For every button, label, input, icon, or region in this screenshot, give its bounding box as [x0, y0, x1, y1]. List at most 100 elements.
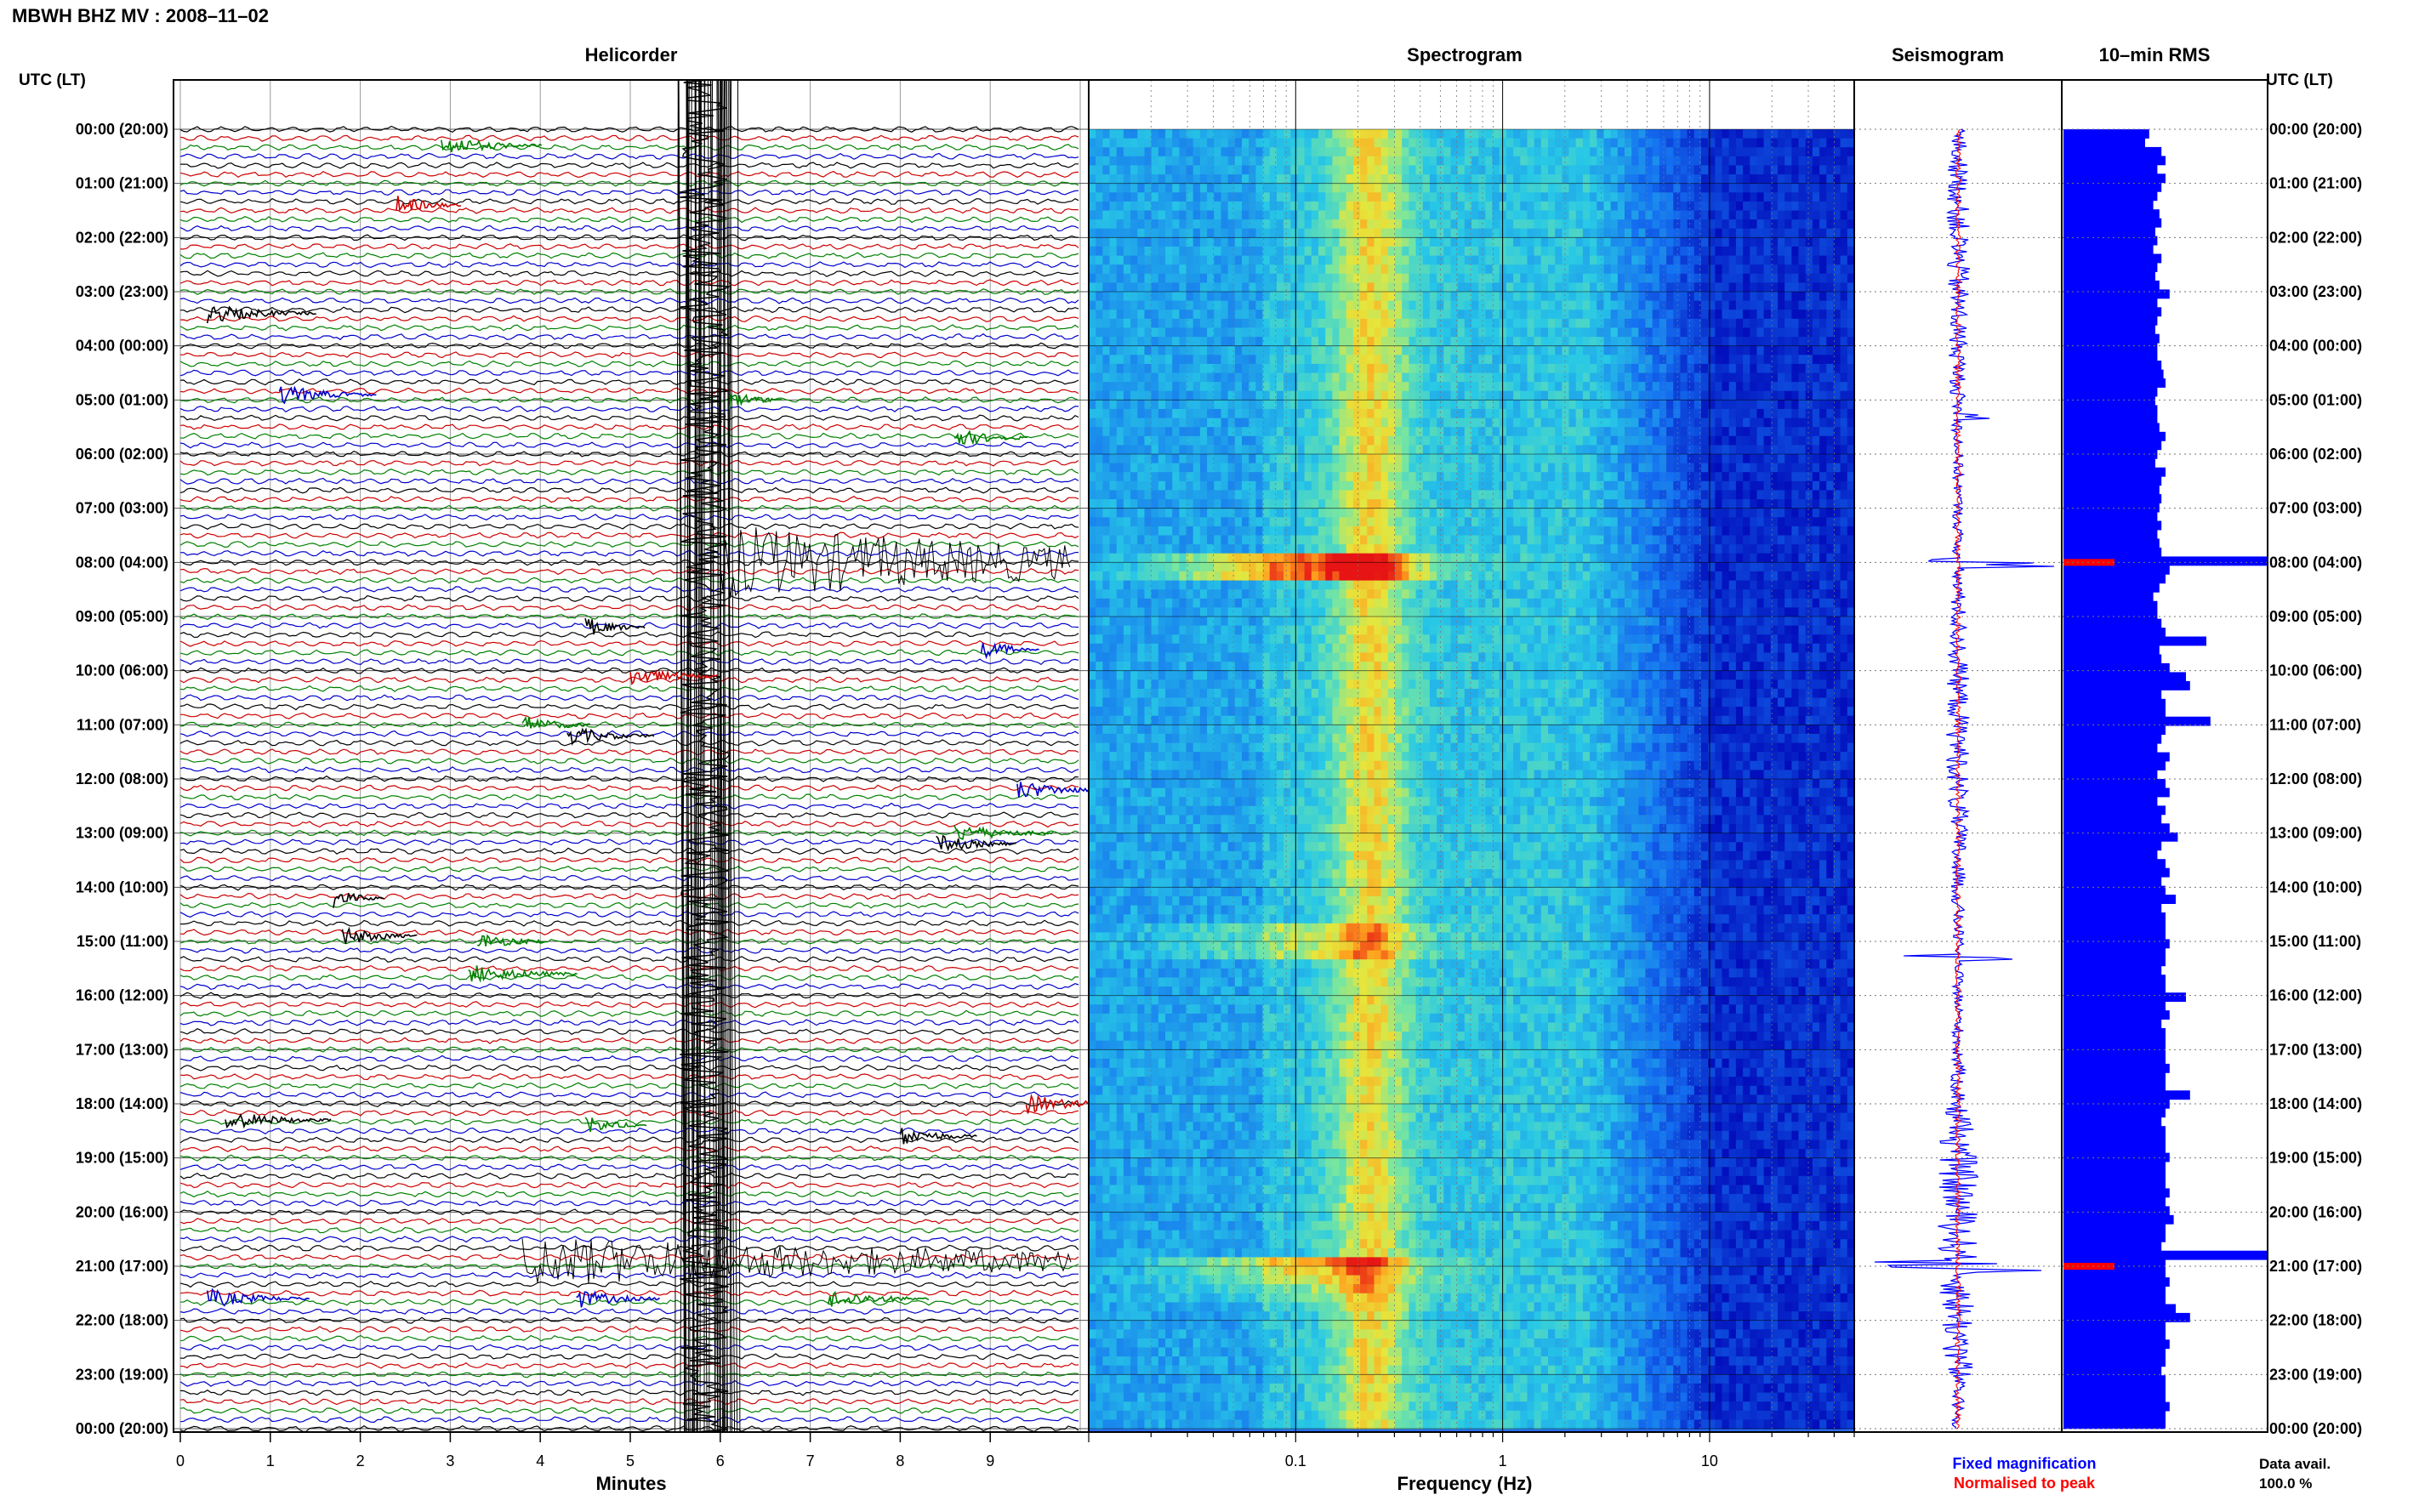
spectrogram-cell	[1527, 264, 1535, 275]
spectrogram-cell	[1778, 318, 1785, 328]
spectrogram-cell	[1242, 201, 1249, 212]
spectrogram-cell	[1409, 390, 1417, 401]
spectrogram-cell	[1770, 318, 1779, 328]
spectrogram-cell	[1186, 382, 1194, 392]
spectrogram-cell	[1513, 228, 1521, 238]
spectrogram-cell	[1701, 129, 1709, 139]
spectrogram-cell	[1520, 300, 1528, 310]
spectrogram-cell	[1199, 372, 1208, 383]
spectrogram-cell	[1471, 273, 1479, 283]
spectrogram-cell	[1798, 129, 1807, 139]
spectrogram-cell	[1297, 300, 1306, 310]
spectrogram-cell	[1575, 255, 1584, 265]
spectrogram-cell	[1527, 228, 1535, 238]
spectrogram-cell	[1617, 408, 1625, 419]
spectrogram-cell	[1290, 463, 1299, 473]
spectrogram-cell	[1339, 480, 1347, 491]
spectrogram-cell	[1791, 237, 1800, 247]
spectrogram-cell	[1165, 382, 1173, 392]
spectrogram-cell	[1297, 210, 1306, 220]
spectrogram-cell	[1123, 355, 1131, 365]
spectrogram-cell	[1791, 454, 1800, 464]
spectrogram-cell	[1763, 282, 1772, 293]
spectrogram-cell	[1708, 337, 1716, 347]
spectrogram-cell	[1387, 418, 1396, 428]
spectrogram-cell	[1798, 210, 1807, 220]
spectrogram-cell	[1666, 246, 1674, 257]
spectrogram-cell	[1666, 463, 1674, 473]
spectrogram-cell	[1625, 345, 1632, 355]
spectrogram-cell	[1715, 480, 1723, 491]
spectrogram-cell	[1395, 327, 1403, 338]
spectrogram-cell	[1756, 363, 1765, 374]
spectrogram-cell	[1625, 219, 1632, 230]
spectrogram-cell	[1492, 318, 1500, 328]
spectrogram-cell	[1527, 327, 1535, 338]
spectrogram-cell	[1165, 310, 1173, 320]
spectrogram-cell	[1151, 156, 1159, 166]
spectrogram-cell	[1582, 210, 1591, 220]
spectrogram-cell	[1687, 463, 1695, 473]
spectrogram-cell	[1165, 138, 1173, 148]
spectrogram-cell	[1798, 363, 1807, 374]
spectrogram-cell	[1360, 382, 1368, 392]
x-tick-label: 8	[896, 1452, 904, 1469]
spectrogram-cell	[1374, 435, 1382, 446]
spectrogram-cell	[1513, 382, 1521, 392]
spectrogram-cell	[1429, 445, 1437, 455]
spectrogram-cell	[1666, 174, 1674, 185]
spectrogram-cell	[1409, 201, 1417, 212]
spectrogram-cell	[1784, 427, 1792, 437]
hour-label: 22:00 (18:00)	[76, 1312, 168, 1329]
spectrogram-cell	[1352, 490, 1361, 500]
spectrogram-cell	[1151, 310, 1159, 320]
spectrogram-cell	[1283, 499, 1291, 509]
spectrogram-cell	[1575, 480, 1584, 491]
spectrogram-cell	[1415, 408, 1424, 419]
spectrogram-cell	[1290, 427, 1299, 437]
spectrogram-cell	[1659, 246, 1667, 257]
spectrogram-cell	[1325, 219, 1333, 230]
spectrogram-cell	[1102, 264, 1111, 275]
spectrogram-cell	[1631, 445, 1639, 455]
spectrogram-cell	[1784, 408, 1792, 419]
spectrogram-cell	[1158, 129, 1166, 139]
spectrogram-cell	[1722, 183, 1730, 193]
spectrogram-cell	[1534, 282, 1542, 293]
spectrogram-cell	[1165, 435, 1173, 446]
spectrogram-cell	[1568, 219, 1577, 230]
spectrogram-cell	[1311, 427, 1319, 437]
spectrogram-cell	[1186, 210, 1194, 220]
spectrogram-cell	[1659, 337, 1667, 347]
spectrogram-cell	[1221, 156, 1229, 166]
spectrogram-cell	[1513, 138, 1521, 148]
spectrogram-cell	[1450, 210, 1459, 220]
spectrogram-cell	[1172, 138, 1180, 148]
spectrogram-cell	[1659, 372, 1667, 383]
spectrogram-cell	[1652, 390, 1660, 401]
spectrogram-cell	[1617, 418, 1625, 428]
spectrogram-cell	[1457, 138, 1466, 148]
spectrogram-cell	[1311, 372, 1319, 383]
spectrogram-cell	[1325, 363, 1333, 374]
spectrogram-cell	[1471, 210, 1479, 220]
spectrogram-cell	[1485, 372, 1494, 383]
spectrogram-cell	[1534, 246, 1542, 257]
spectrogram-cell	[1562, 273, 1570, 283]
spectrogram-cell	[1548, 382, 1556, 392]
spectrogram-cell	[1638, 300, 1647, 310]
spectrogram-cell	[1534, 372, 1542, 383]
spectrogram-cell	[1443, 273, 1452, 283]
spectrogram-cell	[1763, 372, 1772, 383]
spectrogram-cell	[1638, 427, 1647, 437]
spectrogram-cell	[1805, 183, 1813, 193]
spectrogram-cell	[1144, 390, 1153, 401]
spectrogram-cell	[1693, 210, 1702, 220]
spectrogram-cell	[1617, 138, 1625, 148]
spectrogram-cell	[1311, 165, 1319, 175]
spectrogram-cell	[1833, 472, 1841, 482]
spectrogram-cell	[1443, 165, 1452, 175]
spectrogram-cell	[1603, 174, 1612, 185]
spectrogram-cell	[1109, 345, 1118, 355]
spectrogram-cell	[1269, 508, 1278, 518]
